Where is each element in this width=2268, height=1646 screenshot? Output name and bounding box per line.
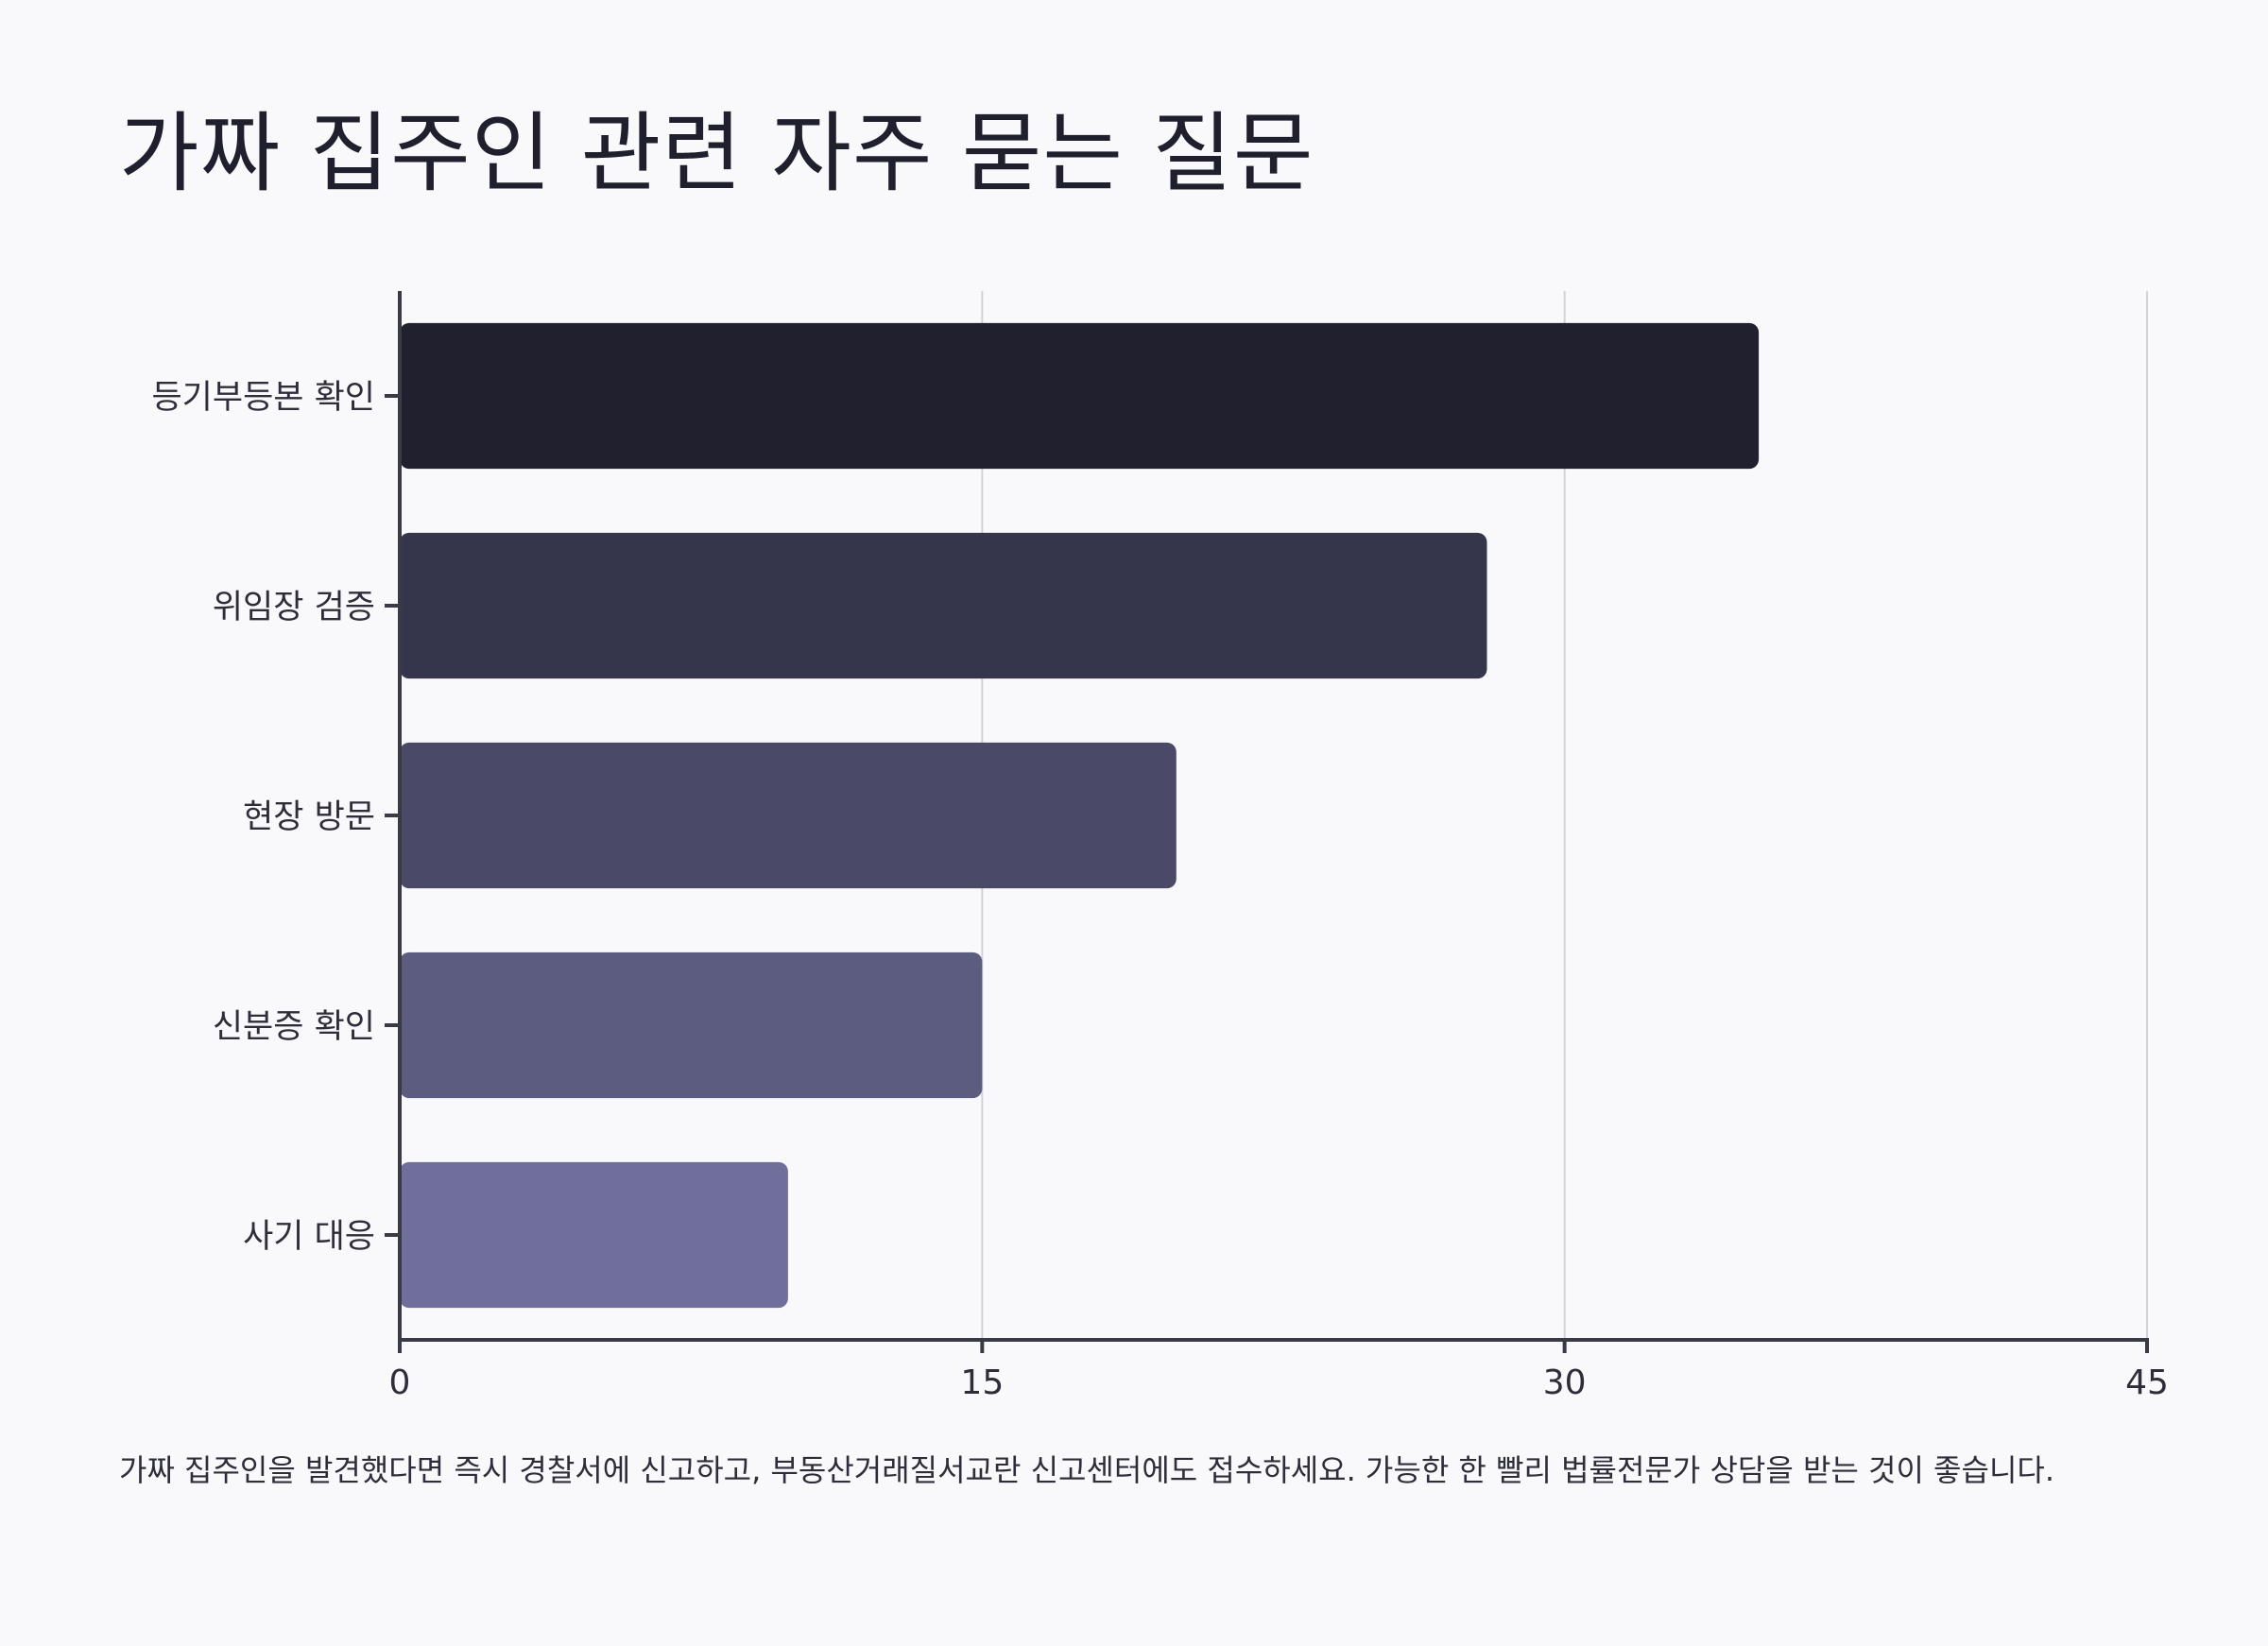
category-label: 위임장 검증	[213, 589, 375, 626]
x-tick-label: 15	[960, 1363, 1004, 1402]
category-label: 현장 방문	[243, 798, 375, 836]
footnote: 가짜 집주인을 발견했다면 즉시 경찰서에 신고하고, 부동산거래질서교란 신고…	[119, 1452, 2054, 1488]
category-label: 사기 대응	[243, 1218, 375, 1256]
x-tick-label: 30	[1543, 1363, 1587, 1402]
category-label: 신분증 확인	[213, 1008, 375, 1046]
bar-2	[400, 742, 1177, 889]
bar-1	[400, 532, 1487, 679]
bars	[400, 322, 1760, 1309]
bar-0	[400, 322, 1760, 470]
x-tick-label: 45	[2125, 1363, 2169, 1402]
bar-3	[400, 952, 983, 1099]
page-title: 가짜 집주인 관련 자주 묻는 질문	[119, 103, 1314, 204]
category-label: 등기부등본 확인	[151, 379, 375, 417]
x-tick-label: 0	[389, 1363, 411, 1402]
bar-4	[400, 1161, 788, 1309]
